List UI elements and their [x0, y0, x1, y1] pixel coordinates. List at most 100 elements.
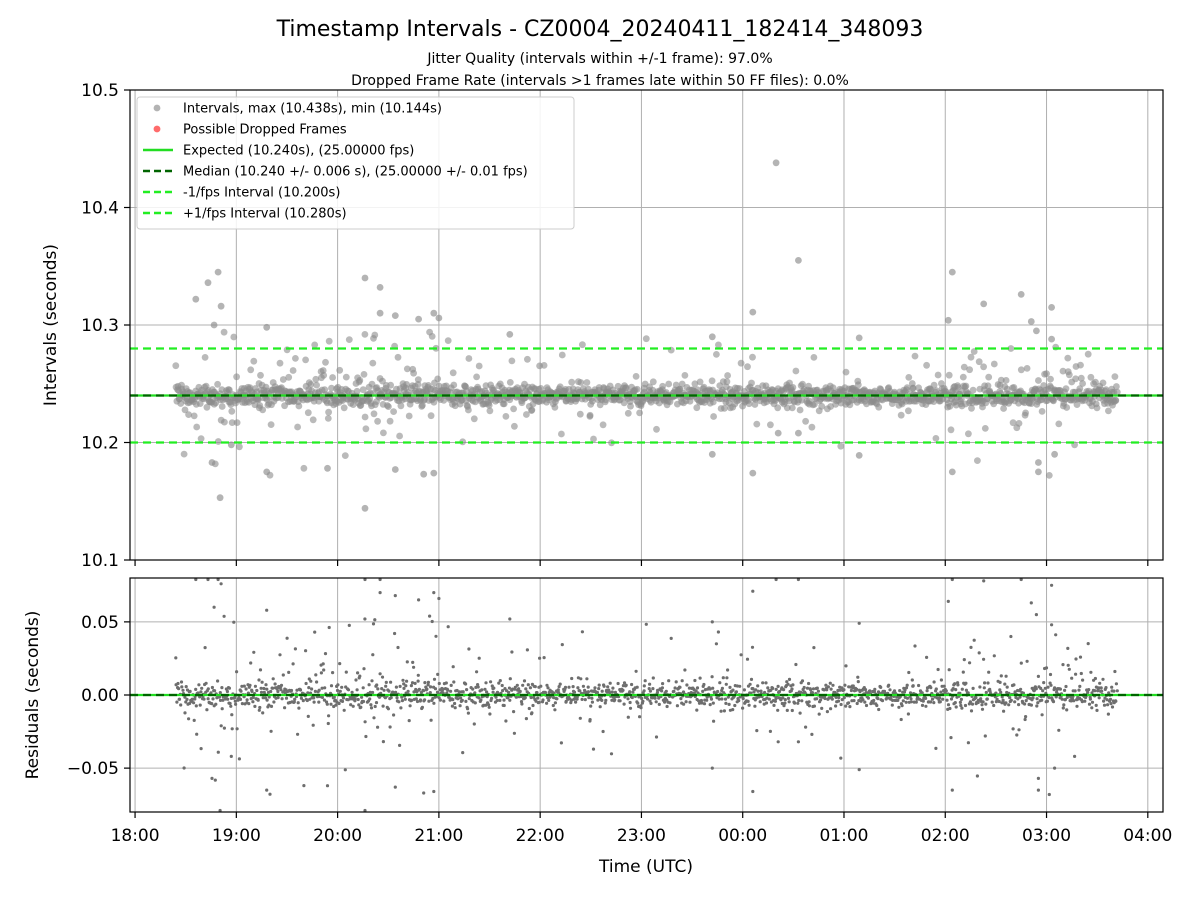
residual-point — [1102, 703, 1107, 707]
residual-point — [244, 687, 248, 691]
residual-outlier-point — [776, 740, 780, 744]
residual-point — [643, 679, 647, 683]
interval-point — [259, 406, 267, 414]
residual-point — [551, 703, 555, 708]
interval-point — [1047, 375, 1054, 383]
residual-point — [1002, 709, 1006, 713]
residual-point — [310, 687, 314, 691]
residual-point — [313, 630, 317, 634]
interval-point — [653, 425, 660, 433]
residual-point — [273, 682, 277, 686]
residual-point — [1074, 672, 1078, 676]
residual-point — [417, 687, 421, 691]
residual-point — [230, 727, 234, 731]
residual-point — [412, 665, 416, 669]
interval-point — [1023, 365, 1031, 372]
residual-point — [932, 701, 936, 705]
residual-outlier-point — [857, 768, 861, 772]
residual-point — [873, 687, 877, 692]
residual-point — [726, 668, 730, 672]
residual-point — [203, 646, 207, 650]
interval-point — [405, 412, 413, 420]
residual-point — [987, 670, 991, 674]
residual-point — [283, 691, 287, 695]
residual-point — [1062, 703, 1066, 707]
residual-point — [175, 700, 179, 704]
interval-point — [1073, 401, 1081, 408]
residual-point — [663, 700, 667, 704]
residual-point — [611, 686, 615, 690]
residual-point — [213, 778, 217, 782]
residual-point — [822, 688, 826, 692]
residual-point — [1106, 703, 1110, 707]
residual-point — [1078, 655, 1083, 659]
interval-point — [387, 381, 394, 389]
interval-point — [808, 423, 816, 431]
residual-point — [301, 699, 305, 703]
interval-point — [361, 331, 369, 338]
residual-point — [484, 681, 488, 685]
interval-point — [985, 373, 993, 381]
residual-point — [423, 681, 427, 685]
residual-point — [369, 703, 373, 707]
interval-point — [177, 400, 185, 407]
residual-point — [966, 691, 970, 695]
residual-point — [285, 636, 289, 640]
residual-point — [451, 698, 455, 702]
residual-point — [473, 691, 477, 695]
residual-point — [657, 702, 661, 707]
residual-point — [1011, 727, 1015, 731]
residual-point — [528, 686, 533, 690]
residual-point — [353, 697, 357, 701]
residual-point — [222, 726, 226, 730]
residual-point — [307, 686, 311, 690]
residual-point — [199, 747, 203, 751]
residual-point — [807, 704, 812, 708]
residual-point — [741, 706, 745, 710]
residual-point — [543, 690, 548, 695]
residual-point — [490, 696, 494, 701]
interval-point — [226, 386, 233, 394]
residual-point — [761, 681, 765, 685]
residual-point — [446, 688, 450, 692]
residual-point — [507, 690, 511, 695]
residual-point — [799, 690, 803, 695]
residual-point — [719, 709, 723, 713]
residual-point — [177, 697, 182, 701]
interval-point — [659, 382, 666, 390]
residual-point — [849, 688, 854, 693]
residual-point — [962, 658, 966, 662]
interval-point — [789, 384, 797, 391]
residual-point — [293, 647, 297, 651]
residual-point — [936, 667, 940, 672]
interval-point — [295, 402, 303, 410]
interval-point — [576, 410, 584, 418]
interval-point — [385, 403, 392, 410]
residual-point — [190, 697, 194, 701]
residual-point — [283, 706, 287, 710]
residual-point — [476, 683, 480, 687]
residual-point — [998, 688, 1002, 692]
interval-point — [1017, 366, 1025, 374]
residual-point — [909, 697, 913, 701]
residual-point — [402, 682, 406, 686]
residual-point — [238, 697, 243, 702]
residual-point — [293, 697, 297, 701]
residual-point — [672, 689, 676, 693]
residual-point — [622, 702, 626, 706]
residual-point — [810, 732, 814, 737]
interval-outlier-point — [708, 333, 716, 341]
interval-point — [342, 373, 350, 381]
residual-point — [1093, 676, 1097, 681]
residual-point — [327, 625, 331, 630]
x-tick-label: 03:00 — [1022, 826, 1071, 846]
interval-point — [947, 426, 955, 434]
residual-point — [968, 700, 973, 704]
interval-point — [353, 387, 361, 395]
residual-point — [914, 700, 918, 704]
residuals-y-axis-label: Residuals (seconds) — [23, 611, 43, 780]
interval-point — [528, 406, 536, 414]
residual-outlier-point — [216, 577, 220, 582]
residual-point — [428, 691, 432, 695]
residual-point — [674, 680, 678, 684]
